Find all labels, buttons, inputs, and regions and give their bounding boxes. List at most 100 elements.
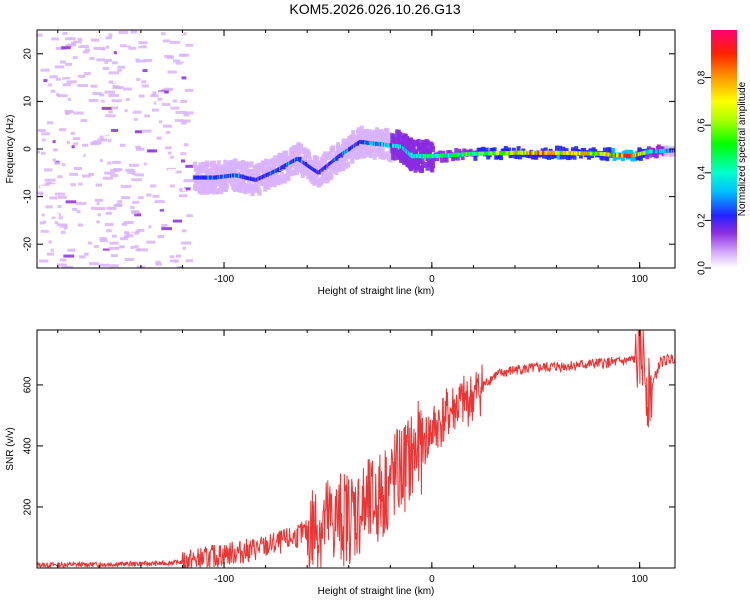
- noise-cell: [81, 217, 90, 221]
- noise-cell: [185, 43, 194, 47]
- ridge-halo: [219, 188, 224, 195]
- noise-cell: [37, 191, 44, 195]
- ridge-halo: [224, 183, 229, 190]
- noise-cell: [181, 119, 191, 123]
- noise-cell: [134, 173, 144, 177]
- noise-cell: [161, 227, 173, 231]
- ridge-halo: [323, 160, 328, 167]
- ridge-halo: [648, 151, 653, 158]
- ridge-halo: [223, 159, 228, 166]
- ridge-halo: [242, 161, 247, 168]
- ridge-halo: [299, 147, 304, 154]
- noise-cell: [75, 242, 85, 246]
- noise-cell: [51, 215, 56, 219]
- ridge-halo: [586, 153, 591, 160]
- ridge-halo: [390, 139, 395, 146]
- noise-cell: [179, 194, 188, 198]
- noise-cell: [141, 84, 149, 88]
- noise-cell: [152, 91, 157, 95]
- ridge-halo: [411, 144, 416, 151]
- ridge-halo: [282, 154, 287, 161]
- noise-cell: [144, 114, 151, 118]
- noise-cell: [57, 175, 63, 179]
- ridge-halo: [383, 151, 388, 158]
- noise-cell: [47, 213, 55, 217]
- noise-cell: [144, 246, 155, 250]
- noise-cell: [158, 120, 163, 124]
- noise-cell: [49, 75, 58, 79]
- noise-cell: [57, 205, 62, 209]
- noise-cell: [121, 196, 131, 200]
- noise-cell: [101, 106, 112, 110]
- ridge-halo: [387, 135, 392, 142]
- ridge-halo: [375, 127, 380, 134]
- noise-cell: [57, 195, 67, 199]
- ridge-halo: [534, 153, 539, 160]
- noise-cell: [99, 135, 105, 139]
- colorbar-gradient: [711, 30, 737, 268]
- ridge-halo: [271, 177, 276, 184]
- noise-cell: [76, 42, 80, 46]
- ridge-halo: [235, 161, 240, 168]
- noise-cell: [146, 240, 156, 244]
- noise-cell: [142, 69, 148, 73]
- noise-cell: [97, 213, 101, 217]
- noise-cell: [166, 130, 171, 134]
- ridge-halo: [636, 154, 641, 161]
- ridge-halo: [241, 176, 246, 183]
- ridge-halo: [394, 147, 399, 154]
- noise-cell: [157, 97, 163, 101]
- noise-cell: [143, 58, 152, 62]
- noise-cell: [132, 200, 140, 204]
- noise-cell: [64, 111, 72, 115]
- ridge-halo: [233, 185, 238, 192]
- noise-cell: [134, 245, 139, 249]
- noise-cell: [48, 56, 53, 60]
- ridge-halo: [205, 161, 210, 168]
- ridge-halo: [572, 153, 577, 160]
- noise-cell: [86, 220, 94, 224]
- ridge-halo: [392, 136, 397, 143]
- ridge-halo: [341, 165, 346, 172]
- top-ytick-label: 20: [23, 48, 34, 60]
- noise-cell: [165, 197, 176, 201]
- noise-cell: [45, 94, 54, 98]
- ridge-halo: [503, 145, 508, 152]
- ridge-halo: [398, 131, 403, 138]
- noise-cell: [128, 175, 133, 179]
- noise-cell: [135, 58, 140, 62]
- noise-cell: [58, 216, 63, 220]
- noise-cell: [104, 90, 115, 94]
- noise-cell: [137, 228, 145, 232]
- ridge-halo: [356, 127, 361, 134]
- noise-cell: [119, 44, 131, 48]
- ridge-halo: [562, 153, 567, 160]
- noise-cell: [167, 151, 172, 155]
- top-xlabel: Height of straight line (km): [318, 286, 435, 297]
- noise-cell: [150, 94, 159, 98]
- ridge-halo: [251, 169, 256, 176]
- ridge-halo: [272, 181, 277, 188]
- noise-cell: [111, 128, 119, 132]
- noise-cell: [102, 66, 110, 70]
- noise-cell: [61, 224, 68, 228]
- noise-cell: [104, 60, 109, 64]
- noise-cell: [83, 72, 91, 76]
- noise-cell: [96, 220, 100, 224]
- ridge-halo: [375, 130, 380, 137]
- noise-cell: [44, 168, 53, 172]
- ridge-halo: [414, 149, 419, 156]
- noise-cell: [156, 91, 165, 95]
- noise-cell: [170, 155, 174, 159]
- noise-cell: [64, 194, 73, 198]
- ridge-halo: [620, 155, 625, 162]
- noise-cell: [179, 86, 185, 90]
- ridge-halo: [319, 162, 324, 169]
- top-xtick-label: 100: [631, 274, 648, 285]
- ridge-halo: [216, 160, 221, 167]
- ridge-halo: [354, 135, 359, 142]
- noise-cell: [119, 245, 125, 249]
- ridge-halo: [543, 147, 548, 154]
- noise-cell: [106, 206, 112, 210]
- noise-cell: [41, 151, 46, 155]
